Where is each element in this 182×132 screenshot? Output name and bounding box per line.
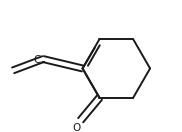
Text: C: C	[33, 55, 40, 65]
Text: O: O	[73, 123, 81, 132]
